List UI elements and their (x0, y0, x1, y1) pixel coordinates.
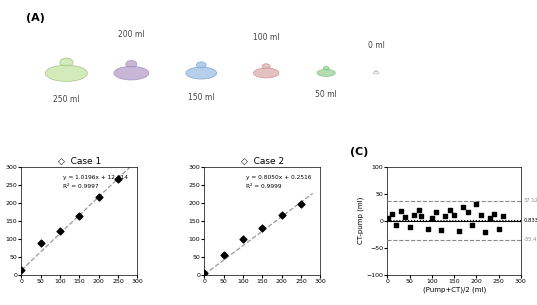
Ellipse shape (317, 69, 335, 77)
Point (75, 214, 84, 219)
Ellipse shape (126, 60, 137, 68)
Point (56, 228, 64, 233)
Point (417, 214, 425, 219)
Ellipse shape (262, 64, 270, 69)
Point (401, 215, 410, 220)
Ellipse shape (375, 70, 377, 72)
Ellipse shape (253, 68, 279, 78)
Point (463, 210, 472, 215)
Text: 250 ml: 250 ml (53, 95, 79, 104)
Text: -35.45851873: -35.45851873 (524, 237, 537, 242)
Ellipse shape (186, 67, 216, 79)
Y-axis label: CT-pump (ml): CT-pump (ml) (357, 197, 364, 244)
Point (384, 215, 393, 220)
Text: (C): (C) (350, 147, 368, 157)
Point (499, 214, 507, 219)
Text: R² = 0.9997: R² = 0.9997 (63, 184, 99, 189)
Point (297, 202, 306, 207)
Text: 0 ml: 0 ml (368, 41, 384, 50)
Text: y = 1.0196x + 12.314: y = 1.0196x + 12.314 (63, 175, 128, 180)
Point (410, 213, 418, 217)
Point (114, 177, 122, 182)
Point (200, 270, 209, 275)
Point (495, 226, 503, 231)
Point (388, 212, 396, 217)
Ellipse shape (197, 62, 206, 68)
Point (472, 202, 481, 207)
Point (95, 195, 103, 200)
Text: 37.12451873: 37.12451873 (524, 198, 537, 203)
Point (17, 268, 26, 273)
Point (490, 212, 498, 217)
Ellipse shape (323, 66, 329, 70)
Text: 0.833: 0.833 (524, 218, 537, 223)
Text: (A): (A) (26, 13, 45, 23)
Title: ◇  Case 1: ◇ Case 1 (58, 157, 101, 166)
Text: y = 0.8050x + 0.2516: y = 0.8050x + 0.2516 (246, 175, 311, 180)
Text: 150 ml: 150 ml (188, 93, 214, 102)
Ellipse shape (114, 66, 149, 80)
Ellipse shape (373, 71, 379, 74)
Point (37, 241, 45, 246)
Point (392, 222, 401, 227)
Point (437, 228, 445, 233)
Point (446, 207, 454, 212)
Text: 50 ml: 50 ml (315, 90, 337, 99)
X-axis label: (Pump+CT)/2 (ml): (Pump+CT)/2 (ml) (423, 286, 486, 293)
Point (278, 213, 286, 217)
Point (396, 208, 405, 213)
Point (405, 224, 414, 229)
Point (415, 207, 423, 212)
Point (427, 215, 436, 220)
Point (454, 229, 463, 234)
Point (441, 214, 449, 219)
Text: 100 ml: 100 ml (253, 33, 279, 42)
Ellipse shape (60, 58, 73, 67)
Title: ◇  Case 2: ◇ Case 2 (241, 157, 284, 166)
Ellipse shape (46, 65, 88, 81)
Point (432, 210, 441, 215)
Point (476, 213, 485, 217)
Point (468, 222, 476, 227)
Point (239, 236, 248, 241)
Point (258, 225, 267, 230)
Point (485, 215, 494, 220)
Text: R² = 0.9999: R² = 0.9999 (246, 184, 282, 189)
Point (450, 213, 459, 217)
Point (459, 205, 467, 210)
Point (481, 230, 490, 235)
Text: 200 ml: 200 ml (118, 30, 144, 39)
Point (220, 252, 228, 257)
Point (423, 226, 432, 231)
